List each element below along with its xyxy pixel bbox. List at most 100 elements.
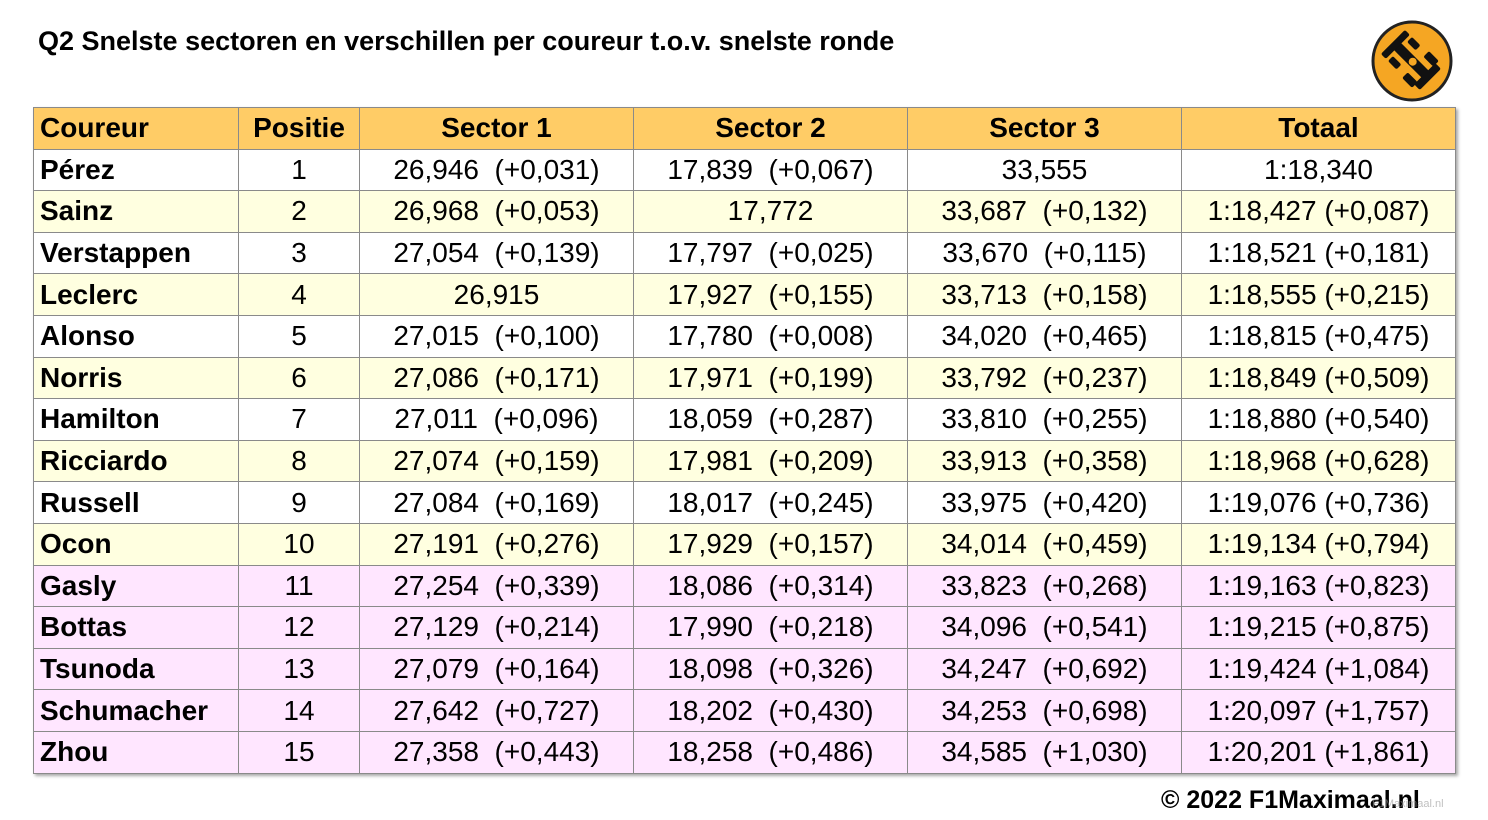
cell-positie: 12 xyxy=(238,606,360,649)
cell-sector-3: 33,555 xyxy=(907,148,1182,192)
cell-sector-3: 33,670 (+0,115) xyxy=(907,231,1182,275)
cell-sector-1: 27,642 (+0,727) xyxy=(359,689,634,732)
cell-sector-2: 17,797 (+0,025) xyxy=(633,231,908,275)
table-row: Zhou 15 27,358 (+0,443) 18,258 (+0,486) 34,5… xyxy=(33,730,1456,774)
cell-sector-2: 18,098 (+0,326) xyxy=(633,647,908,691)
cell-coureur: Pérez xyxy=(33,148,239,192)
cell-coureur: Ocon xyxy=(33,522,239,566)
cell-totaal: 1:20,201 (+1,861) xyxy=(1181,730,1456,774)
table-row: Schumacher 14 27,642 (+0,727) 18,202 (+0,43… xyxy=(33,689,1456,732)
cell-sector-2: 17,971 (+0,199) xyxy=(633,356,908,400)
table-row: Hamilton 7 27,011 (+0,096) 18,059 (+0,287) 3… xyxy=(33,398,1456,441)
cell-sector-2: 18,202 (+0,430) xyxy=(633,689,908,732)
cell-sector-2: 18,086 (+0,314) xyxy=(633,564,908,608)
cell-sector-2: 17,839 (+0,067) xyxy=(633,148,908,192)
cell-coureur: Gasly xyxy=(33,564,239,608)
cell-coureur: Leclerc xyxy=(33,273,239,316)
cell-sector-3: 33,975 (+0,420) xyxy=(907,481,1182,524)
column-header-coureur: Coureur xyxy=(33,107,239,150)
cell-totaal: 1:18,880 (+0,540) xyxy=(1181,398,1456,441)
cell-totaal: 1:18,427 (+0,087) xyxy=(1181,190,1456,233)
table-row: Ricciardo 8 27,074 (+0,159) 17,981 (+0,209)… xyxy=(33,439,1456,483)
cell-sector-3: 34,020 (+0,465) xyxy=(907,314,1182,358)
cell-coureur: Ricciardo xyxy=(33,439,239,483)
cell-positie: 10 xyxy=(238,522,360,566)
copyright-text: © 2022 F1Maximaal.nl xyxy=(1161,786,1420,814)
table-body: Pérez 1 26,946 (+0,031) 17,839 (+0,067) 33,5… xyxy=(33,148,1456,774)
cell-sector-1: 26,946 (+0,031) xyxy=(359,148,634,192)
column-header-totaal: Totaal xyxy=(1181,107,1456,150)
table-row: Pérez 1 26,946 (+0,031) 17,839 (+0,067) 33,5… xyxy=(33,148,1456,192)
cell-coureur: Hamilton xyxy=(33,398,239,441)
cell-sector-1: 27,358 (+0,443) xyxy=(359,730,634,774)
cell-totaal: 1:19,163 (+0,823) xyxy=(1181,564,1456,608)
cell-sector-2: 18,059 (+0,287) xyxy=(633,398,908,441)
cell-sector-3: 34,014 (+0,459) xyxy=(907,522,1182,566)
header-row: Coureur Positie Sector 1 Sector 2 Sector… xyxy=(33,107,1456,150)
cell-sector-2: 17,990 (+0,218) xyxy=(633,606,908,649)
cell-sector-3: 33,913 (+0,358) xyxy=(907,439,1182,483)
cell-sector-1: 27,086 (+0,171) xyxy=(359,356,634,400)
table-row: Russell 9 27,084 (+0,169) 18,017 (+0,245) 33… xyxy=(33,481,1456,524)
cell-totaal: 1:19,076 (+0,736) xyxy=(1181,481,1456,524)
cell-sector-1: 27,011 (+0,096) xyxy=(359,398,634,441)
table-row: Verstappen 3 27,054 (+0,139) 17,797 (+0,025… xyxy=(33,231,1456,275)
cell-sector-2: 18,258 (+0,486) xyxy=(633,730,908,774)
cell-positie: 13 xyxy=(238,647,360,691)
cell-totaal: 1:19,134 (+0,794) xyxy=(1181,522,1456,566)
cell-positie: 8 xyxy=(238,439,360,483)
chart-title: Q2 Snelste sectoren en verschillen per c… xyxy=(38,26,895,56)
table-row: Tsunoda 13 27,079 (+0,164) 18,098 (+0,326) 3… xyxy=(33,647,1456,691)
cell-sector-3: 33,713 (+0,158) xyxy=(907,273,1182,316)
column-header-sector-1: Sector 1 xyxy=(359,107,634,150)
cell-sector-1: 27,054 (+0,139) xyxy=(359,231,634,275)
cell-totaal: 1:18,555 (+0,215) xyxy=(1181,273,1456,316)
cell-sector-3: 33,823 (+0,268) xyxy=(907,564,1182,608)
cell-sector-1: 26,968 (+0,053) xyxy=(359,190,634,233)
table-row: Leclerc 4 26,915 17,927 (+0,155) 33,713 (+0,… xyxy=(33,273,1456,316)
cell-sector-3: 34,247 (+0,692) xyxy=(907,647,1182,691)
cell-positie: 5 xyxy=(238,314,360,358)
cell-sector-1: 27,129 (+0,214) xyxy=(359,606,634,649)
cell-totaal: 1:18,340 xyxy=(1181,148,1456,192)
cell-coureur: Norris xyxy=(33,356,239,400)
cell-coureur: Zhou xyxy=(33,730,239,774)
cell-sector-1: 27,015 (+0,100) xyxy=(359,314,634,358)
cell-sector-2: 18,017 (+0,245) xyxy=(633,481,908,524)
cell-sector-3: 34,585 (+1,030) xyxy=(907,730,1182,774)
cell-sector-3: 33,792 (+0,237) xyxy=(907,356,1182,400)
cell-positie: 15 xyxy=(238,730,360,774)
cell-positie: 14 xyxy=(238,689,360,732)
cell-sector-2: 17,981 (+0,209) xyxy=(633,439,908,483)
cell-positie: 11 xyxy=(238,564,360,608)
column-header-positie: Positie xyxy=(238,107,360,150)
cell-positie: 4 xyxy=(238,273,360,316)
cell-sector-1: 27,079 (+0,164) xyxy=(359,647,634,691)
cell-positie: 1 xyxy=(238,148,360,192)
cell-positie: 3 xyxy=(238,231,360,275)
cell-sector-1: 27,254 (+0,339) xyxy=(359,564,634,608)
cell-sector-3: 34,253 (+0,698) xyxy=(907,689,1182,732)
cell-coureur: Sainz xyxy=(33,190,239,233)
cell-positie: 2 xyxy=(238,190,360,233)
cell-sector-2: 17,772 xyxy=(633,190,908,233)
cell-sector-1: 27,191 (+0,276) xyxy=(359,522,634,566)
cell-coureur: Verstappen xyxy=(33,231,239,275)
cell-sector-1: 27,084 (+0,169) xyxy=(359,481,634,524)
cell-sector-1: 26,915 xyxy=(359,273,634,316)
racing-car-icon xyxy=(1371,20,1453,102)
table-row: Gasly 11 27,254 (+0,339) 18,086 (+0,314) 33,… xyxy=(33,564,1456,608)
column-header-sector-2: Sector 2 xyxy=(633,107,908,150)
cell-totaal: 1:19,215 (+0,875) xyxy=(1181,606,1456,649)
cell-positie: 9 xyxy=(238,481,360,524)
cell-totaal: 1:19,424 (+1,084) xyxy=(1181,647,1456,691)
cell-sector-1: 27,074 (+0,159) xyxy=(359,439,634,483)
cell-coureur: Schumacher xyxy=(33,689,239,732)
cell-sector-2: 17,780 (+0,008) xyxy=(633,314,908,358)
watermark-text: F1Maximaal.nl xyxy=(1372,798,1444,810)
table-row: Norris 6 27,086 (+0,171) 17,971 (+0,199) 33,… xyxy=(33,356,1456,400)
cell-sector-2: 17,929 (+0,157) xyxy=(633,522,908,566)
table-row: Bottas 12 27,129 (+0,214) 17,990 (+0,218) 34… xyxy=(33,606,1456,649)
table-row: Ocon 10 27,191 (+0,276) 17,929 (+0,157) 34,0… xyxy=(33,522,1456,566)
table-row: Alonso 5 27,015 (+0,100) 17,780 (+0,008) 34,… xyxy=(33,314,1456,358)
